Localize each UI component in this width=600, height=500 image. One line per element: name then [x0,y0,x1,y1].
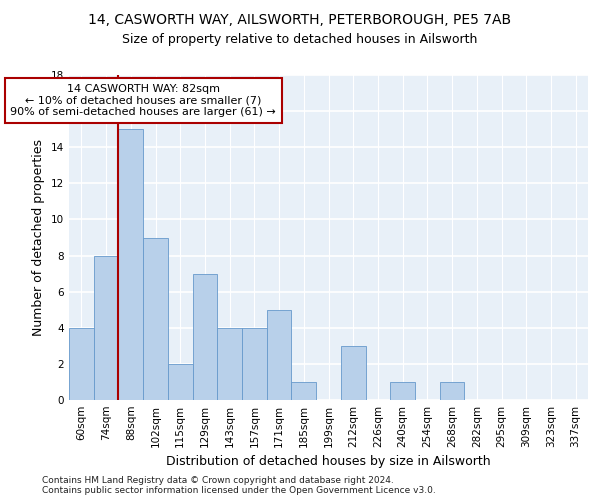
Bar [267,310,292,400]
Bar [242,328,267,400]
Bar [94,256,118,400]
X-axis label: Distribution of detached houses by size in Ailsworth: Distribution of detached houses by size … [166,456,491,468]
Bar [143,238,168,400]
Bar [341,346,365,400]
Text: Size of property relative to detached houses in Ailsworth: Size of property relative to detached ho… [122,32,478,46]
Bar [193,274,217,400]
Bar [168,364,193,400]
Bar [69,328,94,400]
Bar [440,382,464,400]
Bar [390,382,415,400]
Bar [118,129,143,400]
Bar [292,382,316,400]
Text: 14 CASWORTH WAY: 82sqm
← 10% of detached houses are smaller (7)
90% of semi-deta: 14 CASWORTH WAY: 82sqm ← 10% of detached… [10,84,276,117]
Bar [217,328,242,400]
Text: 14, CASWORTH WAY, AILSWORTH, PETERBOROUGH, PE5 7AB: 14, CASWORTH WAY, AILSWORTH, PETERBOROUG… [88,12,512,26]
Text: Contains HM Land Registry data © Crown copyright and database right 2024.
Contai: Contains HM Land Registry data © Crown c… [42,476,436,495]
Y-axis label: Number of detached properties: Number of detached properties [32,139,46,336]
